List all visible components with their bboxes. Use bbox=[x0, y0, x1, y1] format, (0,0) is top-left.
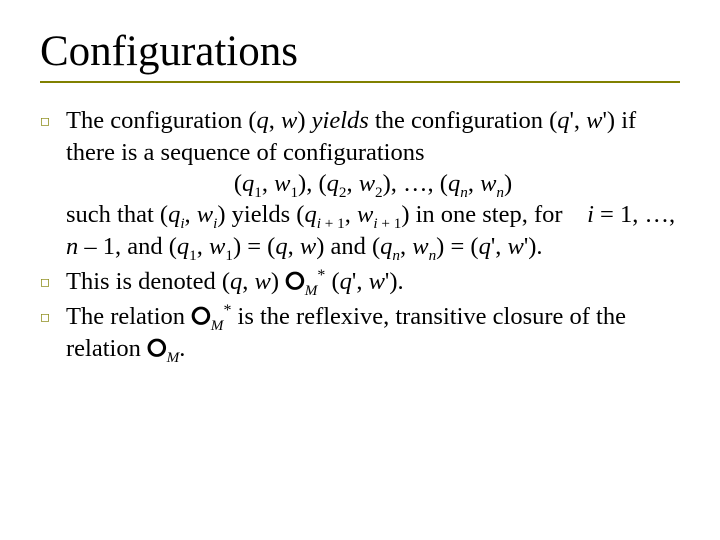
bullet-item: ◻ The relation ⭘M* is the reflexive, tra… bbox=[40, 301, 680, 364]
bullet-text: The relation ⭘M* is the reflexive, trans… bbox=[66, 301, 680, 364]
bullet-text: The configuration (q, w) yields the conf… bbox=[66, 105, 680, 262]
relation-ring-icon: ⭘ bbox=[147, 337, 167, 362]
slide-title: Configurations bbox=[40, 28, 680, 75]
relation-ring-icon: ⭘ bbox=[285, 270, 305, 295]
bullet-text: This is denoted (q, w) ⭘M* (q', w'). bbox=[66, 266, 680, 297]
centered-formula: (q1, w1), (q2, w2), …, (qn, wn) bbox=[66, 168, 680, 199]
title-underline bbox=[40, 81, 680, 83]
square-bullet-icon: ◻ bbox=[40, 266, 66, 297]
relation-ring-icon: ⭘ bbox=[191, 305, 211, 330]
slide-body: ◻ The configuration (q, w) yields the co… bbox=[40, 105, 680, 364]
text-line: The configuration (q, w) yields the conf… bbox=[66, 107, 636, 165]
slide: Configurations ◻ The configuration (q, w… bbox=[0, 0, 720, 540]
bullet-item: ◻ The configuration (q, w) yields the co… bbox=[40, 105, 680, 262]
square-bullet-icon: ◻ bbox=[40, 105, 66, 262]
square-bullet-icon: ◻ bbox=[40, 301, 66, 364]
bullet-item: ◻ This is denoted (q, w) ⭘M* (q', w'). bbox=[40, 266, 680, 297]
text-line: such that (qi, wi) yields (qi + 1, wi + … bbox=[66, 201, 675, 259]
